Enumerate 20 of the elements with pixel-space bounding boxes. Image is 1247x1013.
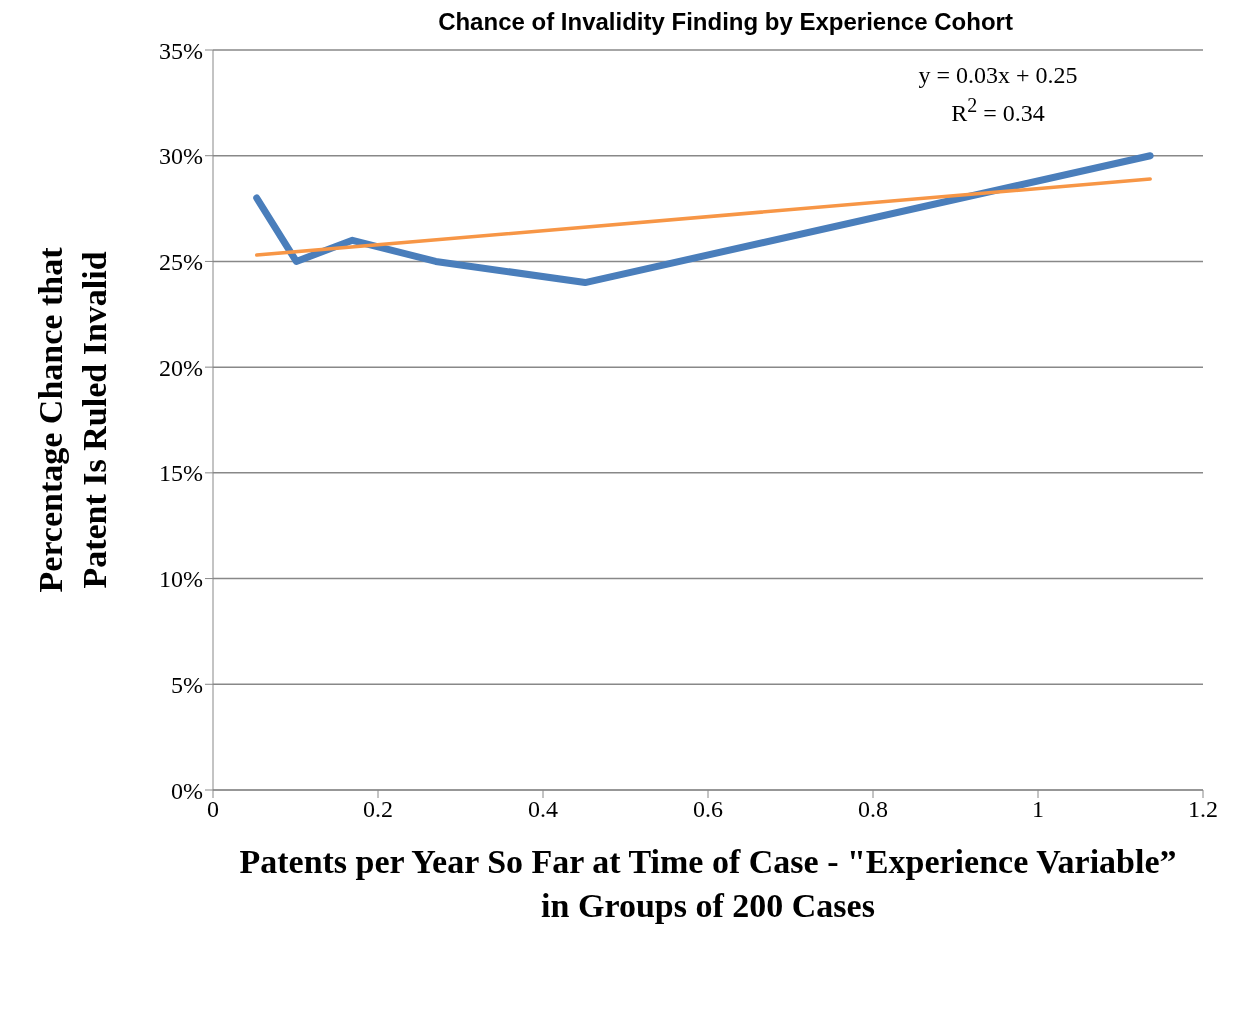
y-tick-label: 5% — [171, 671, 203, 698]
x-tick-label: 1.2 — [1188, 796, 1218, 823]
y-tick-label: 10% — [159, 566, 203, 593]
y-tick-label: 20% — [159, 354, 203, 381]
x-tick-label: 0 — [207, 796, 219, 823]
y-tick-label: 30% — [159, 143, 203, 170]
chart-title: Chance of Invalidity Finding by Experience Cohort — [438, 8, 1013, 35]
y-tick-label: 0% — [171, 777, 203, 804]
annotation: R$^{2}$ = 0.34 — [950, 93, 1046, 128]
y-axis-title: Percentage Chance that Patent Is Ruled Invalid — [31, 247, 114, 593]
x-tick-label: 0.2 — [363, 796, 393, 823]
annotation: y = 0.03x + 0.25 — [917, 61, 1079, 90]
y-tick-label: 35% — [159, 37, 203, 64]
x-axis-title: Patents per Year So Far at Time of Case - "Experience Variable” in Groups of 200 Cases — [238, 842, 1178, 926]
x-tick-label: 0.6 — [693, 796, 723, 823]
x-tick-label: 0.4 — [528, 796, 558, 823]
y-tick-label: 15% — [159, 460, 203, 487]
x-tick-label: 1 — [1032, 796, 1044, 823]
x-tick-label: 0.8 — [858, 796, 888, 823]
y-tick-label: 25% — [159, 248, 203, 275]
